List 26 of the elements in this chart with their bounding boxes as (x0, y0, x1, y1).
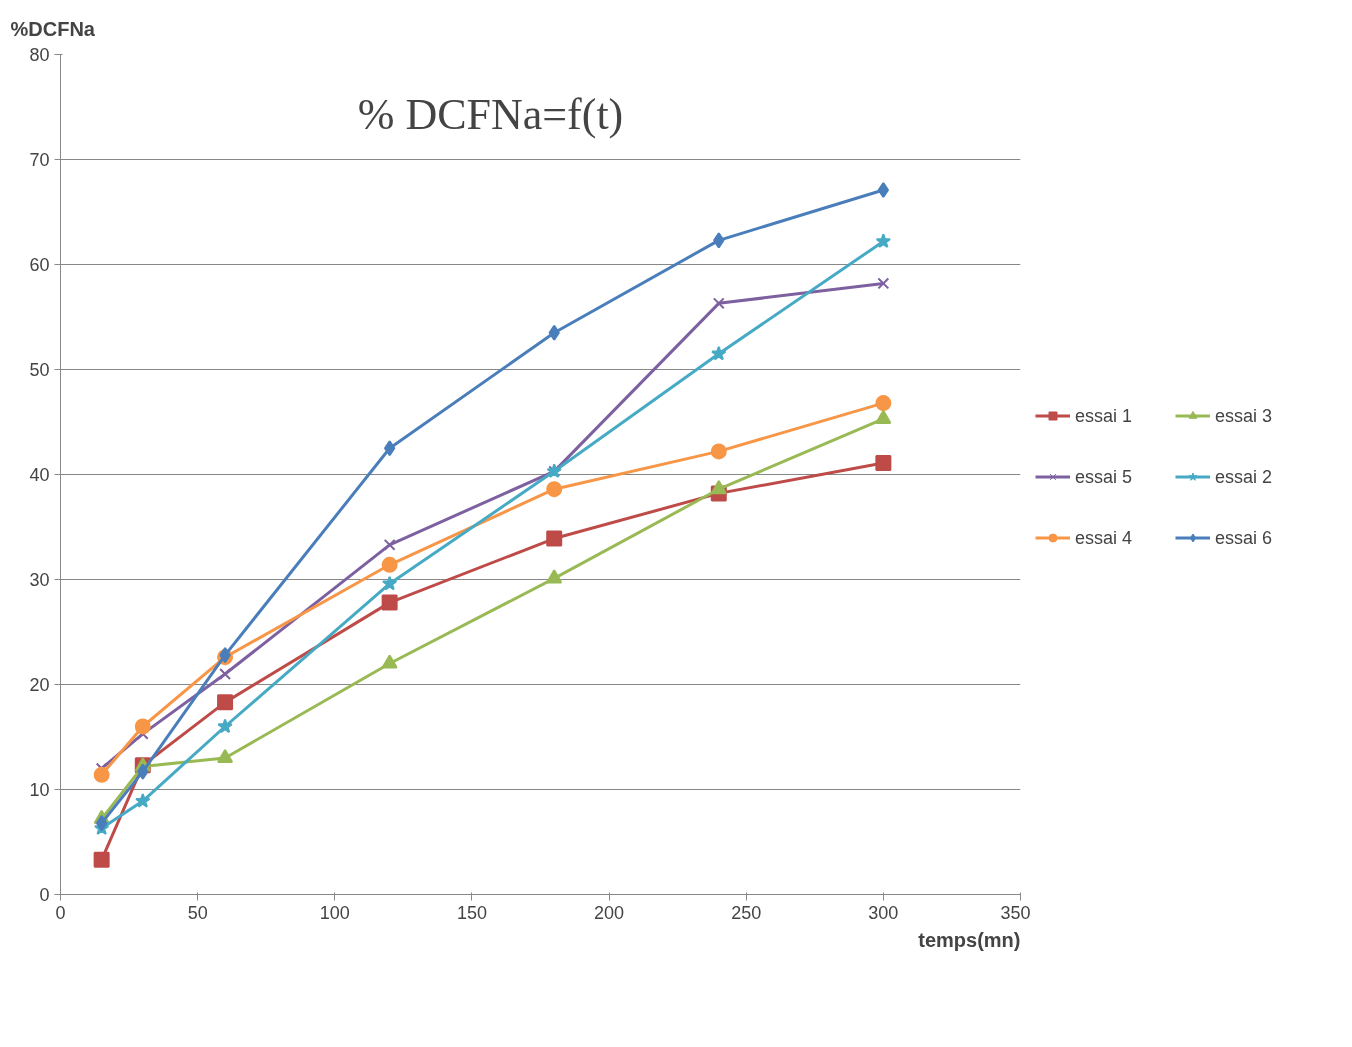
y-tick-label: 50 (29, 360, 50, 380)
y-tick-label: 0 (39, 885, 50, 905)
x-tick-label: 50 (187, 902, 208, 923)
legend-label: essai 3 (1215, 405, 1274, 426)
y-tick-label: 20 (29, 675, 50, 695)
legend-label: essai 1 (1075, 405, 1134, 426)
x-tick-label: 150 (456, 902, 487, 923)
legend-label: essai 4 (1075, 527, 1134, 548)
x-tick-label: 200 (594, 902, 625, 923)
y-tick-label: 80 (29, 45, 50, 65)
x-tick-label: 350 (1000, 902, 1031, 923)
y-tick-label: 30 (29, 570, 50, 590)
text: % DCFNa=f(t) (357, 90, 624, 139)
y-tick-label: 40 (29, 465, 50, 485)
legend-label: essai 2 (1215, 466, 1274, 487)
legend-label: essai 5 (1075, 466, 1134, 487)
y-tick-label: 10 (29, 780, 50, 800)
y-tick-label: 70 (29, 150, 50, 170)
x-tick-label: 0 (55, 902, 66, 923)
y-axis-title: %DCFNa (10, 17, 96, 40)
x-tick-label: 300 (868, 902, 899, 923)
x-axis-title: temps(mn) (918, 928, 1021, 951)
x-tick-label: 100 (319, 902, 350, 923)
legend-label: essai 6 (1215, 527, 1274, 548)
x-tick-label: 250 (731, 902, 762, 923)
y-tick-label: 60 (29, 255, 50, 275)
